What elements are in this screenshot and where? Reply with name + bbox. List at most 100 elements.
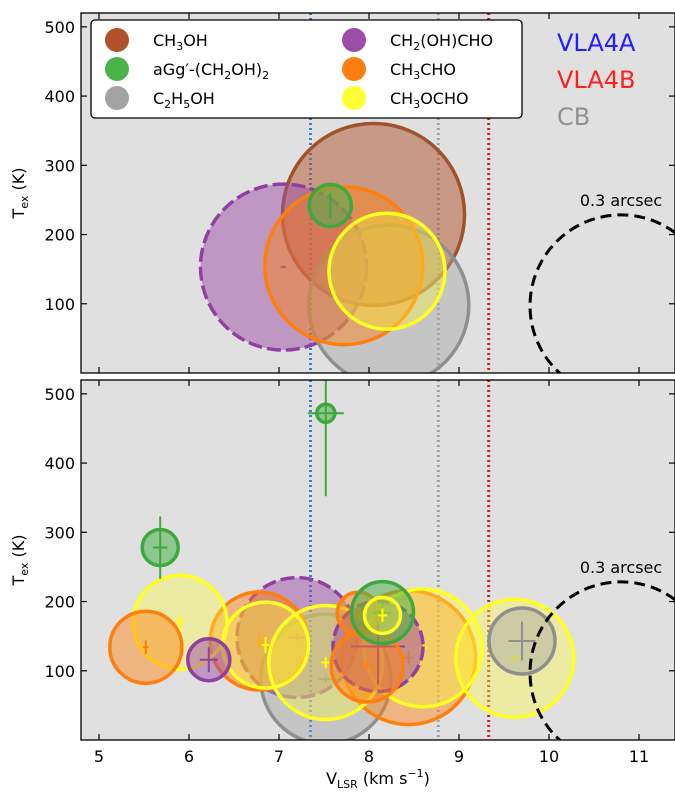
bottom-x-axis: 5 6 7 8 9 10 11 [94, 380, 649, 766]
y-label-subscript: ex [18, 562, 31, 576]
legend-label-text: C [153, 89, 164, 108]
legend-label-text: CHO [420, 60, 456, 79]
x-tick-label: 11 [629, 747, 649, 766]
x-label-subscript: LSR [337, 778, 358, 791]
legend-label-text: OH [183, 31, 208, 50]
x-tick-label: 5 [94, 747, 104, 766]
data-point-ch3cho [263, 184, 425, 347]
data-point-mf [454, 597, 576, 720]
legend-item-mf: CH3OCHO [342, 86, 469, 111]
legend-label-text: (OH)CHO [420, 31, 493, 50]
legend-label-subscript: 2 [224, 69, 231, 82]
data-point-ch3cho [108, 609, 184, 685]
bottom-y-axis-label: Tex (K) [9, 535, 31, 587]
legend-label: C2H5OH [153, 89, 215, 111]
bottom-scale-circle [528, 580, 675, 740]
legend-item-ch3cho: CH3CHO [342, 57, 456, 82]
panel-top-frame [80, 12, 675, 374]
data-point-gla [186, 636, 232, 683]
legend-label-text: OH [190, 89, 215, 108]
y-label-symbol: T [9, 575, 28, 586]
x-tick-label: 9 [454, 747, 464, 766]
legend-label-text: OH) [231, 60, 262, 79]
legend-label: aGg′-(CH2OH)2 [153, 60, 269, 82]
data-point-mf [362, 595, 403, 636]
x-tick-label: 10 [539, 747, 559, 766]
y-tick-label: 400 [44, 454, 75, 473]
legend-label-text: CH [390, 60, 413, 79]
legend-label-text: H [171, 89, 183, 108]
legend-marker [105, 28, 129, 52]
x-label-symbol: V [326, 769, 337, 788]
data-circle-mf [327, 211, 447, 331]
y-tick-label: 200 [44, 226, 75, 245]
y-tick-label: 500 [44, 385, 75, 404]
legend-marker [342, 57, 366, 81]
data-point-c2h5oh [487, 606, 557, 676]
source-label-vla4a: VLA4A [557, 29, 636, 57]
legend-label-subscript: 5 [183, 98, 190, 111]
legend-label-subscript: 3 [413, 98, 420, 111]
source-labels: VLA4A VLA4B CB [557, 29, 636, 131]
y-tick-label: 100 [44, 662, 75, 681]
y-tick-label: 400 [44, 87, 75, 106]
legend-label-subscript: 3 [413, 69, 420, 82]
panel-bottom-plot-area: 0.3 arcsec [108, 380, 675, 740]
legend-marker [105, 86, 129, 110]
legend-label-subscript: 2 [164, 98, 171, 111]
data-point-mf [327, 211, 447, 331]
legend: CH3OHaGg′-(CH2OH)2C2H5OHCH2(OH)CHOCH3CHO… [90, 19, 523, 119]
y-label-units: (K) [9, 535, 28, 563]
x-tick-label: 7 [274, 747, 284, 766]
legend-label-text: CH [390, 31, 413, 50]
legend-label-subscript: 2 [413, 40, 420, 53]
legend-box [90, 19, 523, 119]
top-y-axis-label: Tex (K) [9, 168, 31, 220]
bottom-scale-marker: 0.3 arcsec [528, 558, 675, 740]
legend-label: CH3OCHO [390, 89, 469, 111]
legend-label-text: aGg′-(CH [153, 60, 224, 79]
top-y-axis: 100 200 300 400 500 [44, 18, 675, 314]
legend-label: CH3CHO [390, 60, 456, 82]
data-point-eg [307, 182, 354, 229]
y-label-units: (K) [9, 168, 28, 196]
source-label-cb: CB [557, 103, 590, 131]
data-circle-c2h5oh [307, 223, 471, 373]
legend-label-text: CH [390, 89, 413, 108]
legend-label: CH2(OH)CHO [390, 31, 493, 53]
legend-item-ch3oh: CH3OH [105, 28, 208, 53]
top-scale-marker: 0.3 arcsec [528, 191, 675, 373]
legend-marker [105, 57, 129, 81]
y-tick-label: 500 [44, 18, 75, 37]
y-label-subscript: ex [18, 195, 31, 209]
legend-label-text: OCHO [420, 89, 468, 108]
legend-marker [342, 28, 366, 52]
source-label-vla4b: VLA4B [557, 66, 636, 94]
top-scale-circle [528, 213, 675, 373]
x-tick-label: 6 [184, 747, 194, 766]
y-tick-label: 300 [44, 156, 75, 175]
y-tick-label: 300 [44, 523, 75, 542]
legend-item-eg: aGg′-(CH2OH)2 [105, 57, 269, 82]
data-point-mf [220, 600, 311, 690]
legend-item-gla: CH2(OH)CHO [342, 28, 493, 53]
y-label-symbol: T [9, 208, 28, 219]
bottom-points [108, 380, 576, 740]
x-axis-label: VLSR (km s−1) [326, 767, 430, 791]
x-tick-label: 8 [364, 747, 374, 766]
data-point-eg [307, 380, 344, 497]
legend-label-subscript: 2 [262, 69, 269, 82]
top-scale-label: 0.3 arcsec [580, 191, 662, 210]
top-x-ticks [98, 13, 640, 373]
bottom-scale-label: 0.3 arcsec [580, 558, 662, 577]
legend-label-text: CH [153, 31, 176, 50]
panel-bottom-frame [80, 379, 675, 741]
data-point-c2h5oh [307, 223, 471, 373]
legend-item-c2h5oh: C2H5OH [105, 86, 215, 111]
bottom-y-axis: 100 200 300 400 500 [44, 385, 675, 681]
data-point-eg [140, 516, 180, 579]
x-label-units-superscript: −1 [407, 767, 423, 780]
